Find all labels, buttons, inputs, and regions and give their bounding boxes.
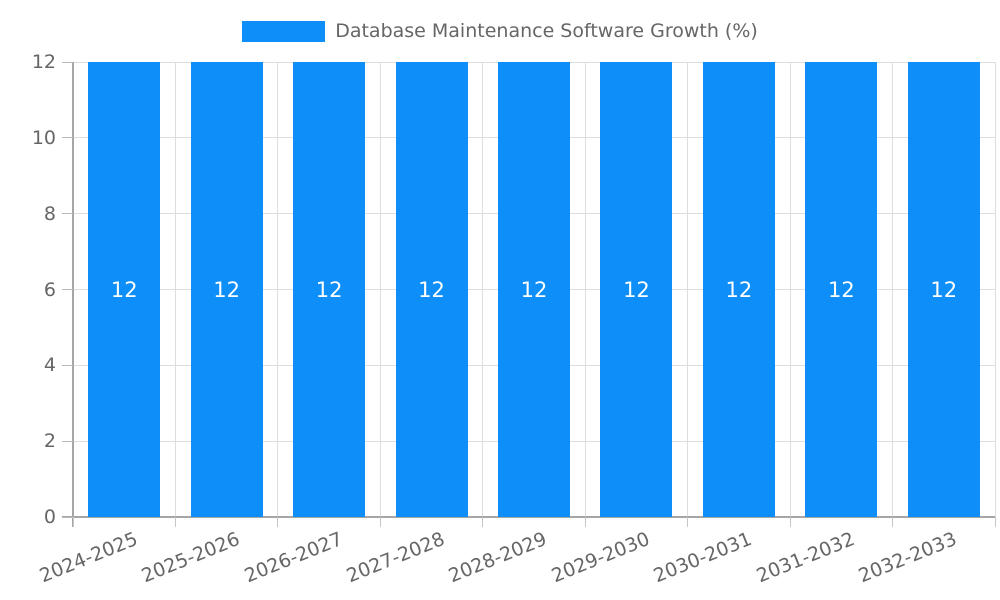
x-tick-mark xyxy=(174,517,176,527)
bar-value-label: 12 xyxy=(213,277,241,302)
bar-value-label: 12 xyxy=(930,277,958,302)
bar[interactable] xyxy=(88,62,161,517)
y-axis-tick-label: 0 xyxy=(43,506,56,528)
legend[interactable]: Database Maintenance Software Growth (%) xyxy=(0,20,1000,42)
x-gridline xyxy=(174,62,176,517)
bar[interactable] xyxy=(805,62,878,517)
x-axis-tick-label: 2028-2029 xyxy=(445,528,551,588)
bar[interactable] xyxy=(907,62,980,517)
y-axis-tick-label: 4 xyxy=(43,354,56,377)
x-tick-mark xyxy=(687,517,689,527)
x-axis-tick-label: 2024-2025 xyxy=(36,528,141,588)
bar-value-label: 12 xyxy=(110,277,138,302)
x-tick-mark xyxy=(584,517,586,527)
x-gridline xyxy=(584,62,586,517)
x-axis-tick-label: 2030-2031 xyxy=(650,528,756,588)
x-gridline xyxy=(994,62,996,517)
x-tick-mark xyxy=(892,517,894,527)
x-axis-tick-label: 2029-2030 xyxy=(548,528,653,588)
x-gridline xyxy=(482,62,484,517)
bar-value-label: 12 xyxy=(418,277,445,302)
x-axis-tick-label: 2032-2033 xyxy=(855,528,961,588)
x-gridline xyxy=(277,62,279,517)
y-tick-mark xyxy=(62,289,73,290)
x-tick-mark xyxy=(482,517,484,527)
legend-label: Database Maintenance Software Growth (%) xyxy=(335,20,758,42)
x-gridline xyxy=(789,62,791,517)
bar[interactable] xyxy=(293,62,366,517)
x-gridline xyxy=(379,62,381,517)
y-tick-mark xyxy=(62,213,73,215)
bar[interactable] xyxy=(395,62,468,517)
bar-value-label: 12 xyxy=(623,277,650,302)
y-tick-mark xyxy=(62,364,73,366)
bar-value-label: 12 xyxy=(827,277,855,302)
bar-value-label: 12 xyxy=(315,277,343,302)
x-tick-mark xyxy=(994,517,996,527)
x-axis-tick-label: 2027-2028 xyxy=(343,528,448,588)
x-axis-line xyxy=(62,516,995,518)
x-tick-mark xyxy=(379,517,381,527)
bar-value-label: 12 xyxy=(520,277,548,302)
x-gridline xyxy=(687,62,689,517)
x-axis-tick-label: 2026-2027 xyxy=(241,528,346,588)
bar[interactable] xyxy=(600,62,673,517)
x-tick-mark xyxy=(277,517,279,527)
bar[interactable] xyxy=(498,62,570,517)
y-axis-tick-label: 6 xyxy=(43,278,56,301)
y-tick-mark xyxy=(62,61,73,63)
x-axis-tick-label: 2025-2026 xyxy=(138,528,243,588)
x-axis-tick-label: 2031-2032 xyxy=(753,528,858,588)
y-axis-line xyxy=(72,62,74,527)
y-axis-tick-label: 2 xyxy=(43,430,56,453)
y-tick-mark xyxy=(62,440,73,442)
y-tick-mark xyxy=(62,137,73,139)
bar[interactable] xyxy=(702,62,775,517)
x-tick-mark xyxy=(72,517,74,527)
x-gridline xyxy=(892,62,894,517)
y-axis-tick-label: 10 xyxy=(31,126,56,149)
y-axis-tick-label: 8 xyxy=(43,202,56,225)
bar[interactable] xyxy=(190,62,263,517)
legend-swatch xyxy=(242,20,326,42)
bar-value-label: 12 xyxy=(725,277,753,302)
y-axis-tick-label: 12 xyxy=(31,51,56,73)
y-tick-mark xyxy=(62,516,73,518)
x-tick-mark xyxy=(789,517,791,527)
